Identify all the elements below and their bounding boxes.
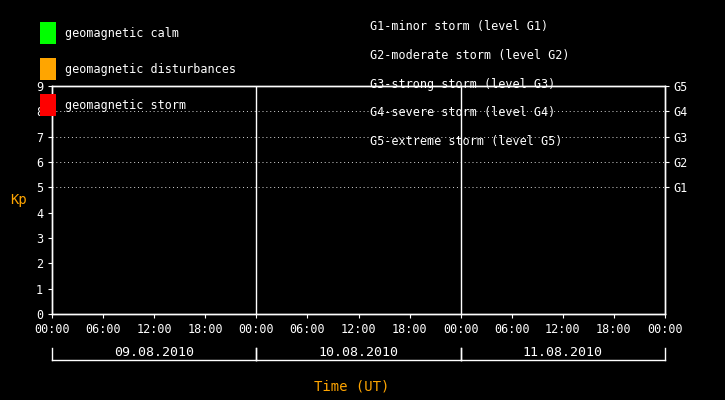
Text: G2-moderate storm (level G2): G2-moderate storm (level G2) [370, 49, 569, 62]
Text: geomagnetic storm: geomagnetic storm [65, 98, 186, 112]
Text: 09.08.2010: 09.08.2010 [115, 346, 194, 358]
Text: 10.08.2010: 10.08.2010 [318, 346, 399, 358]
Text: Time (UT): Time (UT) [314, 380, 389, 394]
Text: 11.08.2010: 11.08.2010 [523, 346, 602, 358]
Text: geomagnetic disturbances: geomagnetic disturbances [65, 62, 236, 76]
Text: G1-minor storm (level G1): G1-minor storm (level G1) [370, 20, 548, 33]
Text: geomagnetic calm: geomagnetic calm [65, 26, 178, 40]
Text: G4-severe storm (level G4): G4-severe storm (level G4) [370, 106, 555, 119]
Text: G3-strong storm (level G3): G3-strong storm (level G3) [370, 78, 555, 91]
Text: G5-extreme storm (level G5): G5-extreme storm (level G5) [370, 135, 562, 148]
Text: Kp: Kp [10, 193, 27, 207]
